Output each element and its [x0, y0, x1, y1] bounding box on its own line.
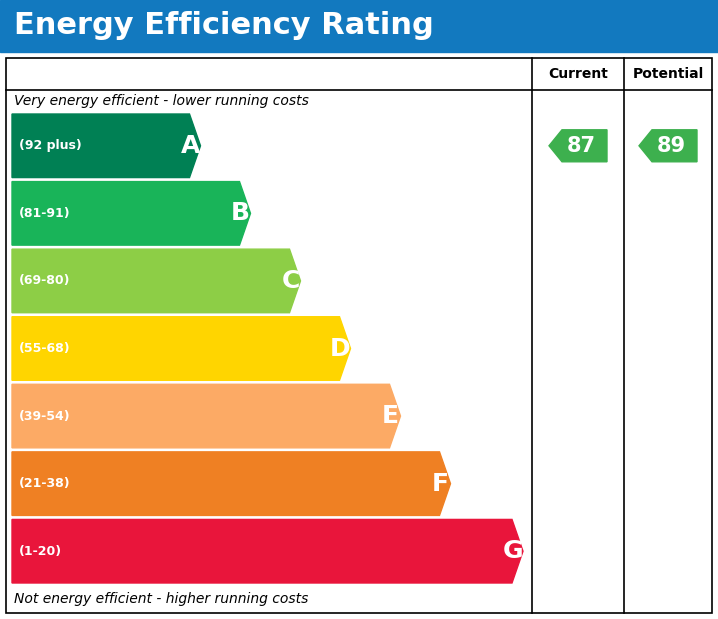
- Text: Energy Efficiency Rating: Energy Efficiency Rating: [14, 12, 434, 40]
- Text: (39-54): (39-54): [19, 410, 70, 423]
- Polygon shape: [12, 519, 523, 583]
- Text: B: B: [231, 201, 250, 225]
- Text: Not energy efficient - higher running costs: Not energy efficient - higher running co…: [14, 592, 308, 606]
- Text: G: G: [503, 539, 523, 563]
- Bar: [0, 0, 718, 52]
- Text: D: D: [330, 337, 351, 360]
- Text: (55-68): (55-68): [19, 342, 70, 355]
- Polygon shape: [12, 249, 301, 313]
- Polygon shape: [12, 384, 401, 448]
- Text: 87: 87: [567, 136, 595, 156]
- Text: F: F: [432, 472, 449, 496]
- Text: C: C: [281, 269, 299, 293]
- Polygon shape: [12, 181, 251, 245]
- Text: (69-80): (69-80): [19, 274, 70, 287]
- Text: Very energy efficient - lower running costs: Very energy efficient - lower running co…: [14, 94, 309, 108]
- Polygon shape: [549, 130, 607, 162]
- Polygon shape: [12, 114, 200, 178]
- Polygon shape: [639, 130, 697, 162]
- Text: (92 plus): (92 plus): [19, 139, 82, 152]
- Text: Potential: Potential: [633, 67, 704, 81]
- Text: (81-91): (81-91): [19, 207, 70, 220]
- Text: A: A: [181, 134, 200, 158]
- Polygon shape: [12, 452, 450, 516]
- Text: (1-20): (1-20): [19, 545, 62, 558]
- Text: 89: 89: [656, 136, 686, 156]
- Text: (21-38): (21-38): [19, 477, 70, 490]
- Polygon shape: [12, 317, 350, 380]
- Text: E: E: [382, 404, 399, 428]
- Bar: [6, 58, 712, 613]
- Text: Current: Current: [548, 67, 608, 81]
